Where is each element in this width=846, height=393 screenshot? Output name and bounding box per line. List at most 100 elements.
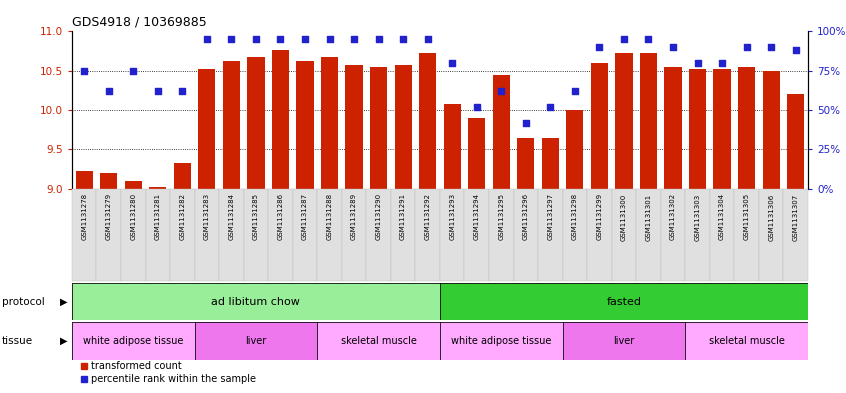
Text: GSM1131286: GSM1131286 (277, 193, 283, 241)
Bar (415, 189, 440, 281)
Bar (440, 322, 563, 360)
Bar (198, 69, 216, 189)
Point (273, 36, 287, 42)
Bar (222, 61, 240, 189)
Bar (640, 53, 657, 189)
Bar (492, 75, 510, 189)
Bar (713, 69, 731, 189)
Bar (612, 189, 636, 281)
Bar (149, 187, 167, 189)
Bar (72, 283, 440, 320)
Text: GSM1131298: GSM1131298 (572, 193, 578, 241)
Text: liver: liver (613, 336, 634, 346)
Bar (173, 163, 191, 189)
Bar (317, 189, 342, 281)
Text: GSM1131285: GSM1131285 (253, 193, 259, 240)
Text: skeletal muscle: skeletal muscle (709, 336, 784, 346)
Bar (370, 67, 387, 189)
Point (77, 68, 91, 74)
Bar (514, 189, 538, 281)
Bar (219, 189, 244, 281)
Bar (244, 189, 268, 281)
Bar (464, 189, 489, 281)
Text: GSM1131299: GSM1131299 (596, 193, 602, 241)
Text: GSM1131300: GSM1131300 (621, 193, 627, 241)
Text: GSM1131307: GSM1131307 (793, 193, 799, 241)
Point (764, 44, 777, 50)
Bar (345, 65, 363, 189)
Bar (734, 189, 759, 281)
Point (666, 44, 679, 50)
Point (715, 60, 728, 66)
Point (151, 88, 164, 94)
Text: GSM1131294: GSM1131294 (474, 193, 480, 240)
Bar (541, 138, 559, 189)
Text: GSM1131291: GSM1131291 (400, 193, 406, 241)
Text: white adipose tissue: white adipose tissue (451, 336, 552, 346)
Text: GSM1131301: GSM1131301 (645, 193, 651, 241)
Point (322, 36, 336, 42)
Point (445, 60, 459, 66)
Text: GSM1131278: GSM1131278 (81, 193, 87, 241)
Text: GSM1131287: GSM1131287 (302, 193, 308, 241)
Point (126, 68, 140, 74)
Bar (615, 53, 633, 189)
Bar (170, 189, 195, 281)
Bar (489, 189, 514, 281)
Text: liver: liver (245, 336, 266, 346)
Text: fasted: fasted (607, 297, 641, 307)
Text: GSM1131306: GSM1131306 (768, 193, 774, 241)
Text: ▶: ▶ (60, 336, 68, 346)
Legend: transformed count, percentile rank within the sample: transformed count, percentile rank withi… (77, 358, 261, 388)
Text: GSM1131283: GSM1131283 (204, 193, 210, 241)
Text: GSM1131288: GSM1131288 (327, 193, 332, 241)
Text: GDS4918 / 10369885: GDS4918 / 10369885 (72, 16, 206, 29)
Bar (563, 322, 685, 360)
Bar (394, 65, 412, 189)
Bar (317, 322, 440, 360)
Bar (72, 189, 96, 281)
Text: GSM1131303: GSM1131303 (695, 193, 700, 241)
Text: GSM1131281: GSM1131281 (155, 193, 161, 241)
Bar (563, 189, 587, 281)
Bar (685, 322, 808, 360)
Bar (468, 118, 486, 189)
Bar (566, 110, 584, 189)
Bar (121, 189, 146, 281)
Point (592, 44, 606, 50)
Point (690, 60, 704, 66)
Bar (517, 138, 535, 189)
Text: GSM1131293: GSM1131293 (449, 193, 455, 241)
Bar (272, 50, 289, 189)
Point (470, 104, 483, 110)
Point (371, 36, 385, 42)
Bar (195, 322, 317, 360)
Text: GSM1131292: GSM1131292 (425, 193, 431, 240)
Bar (759, 189, 783, 281)
Bar (440, 283, 808, 320)
Text: GSM1131282: GSM1131282 (179, 193, 185, 240)
Bar (96, 189, 121, 281)
Bar (391, 189, 415, 281)
Text: ▶: ▶ (60, 297, 68, 307)
Bar (75, 171, 93, 189)
Text: skeletal muscle: skeletal muscle (341, 336, 416, 346)
Text: tissue: tissue (2, 336, 33, 346)
Bar (124, 181, 142, 189)
Bar (247, 57, 265, 189)
Bar (366, 189, 391, 281)
Text: protocol: protocol (2, 297, 45, 307)
Text: white adipose tissue: white adipose tissue (83, 336, 184, 346)
Bar (443, 104, 461, 189)
Point (788, 47, 802, 53)
Point (494, 88, 508, 94)
Bar (268, 189, 293, 281)
Bar (195, 189, 219, 281)
Text: GSM1131297: GSM1131297 (547, 193, 553, 241)
Text: GSM1131289: GSM1131289 (351, 193, 357, 241)
Point (568, 88, 581, 94)
Point (249, 36, 262, 42)
Bar (661, 189, 685, 281)
Bar (762, 71, 780, 189)
Text: GSM1131284: GSM1131284 (228, 193, 234, 240)
